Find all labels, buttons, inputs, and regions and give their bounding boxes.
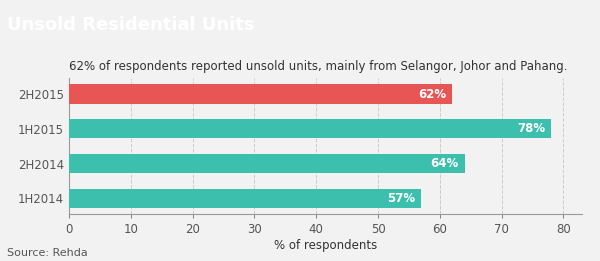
Bar — [69, 154, 464, 173]
Bar — [69, 119, 551, 138]
Text: Source: Rehda: Source: Rehda — [7, 248, 88, 258]
Text: Unsold Residential Units: Unsold Residential Units — [7, 16, 254, 34]
Text: 78%: 78% — [517, 122, 545, 135]
Text: 64%: 64% — [430, 157, 458, 170]
Text: 57%: 57% — [387, 192, 415, 205]
Bar — [69, 189, 421, 208]
Text: 62% of respondents reported unsold units, mainly from Selangor, Johor and Pahang: 62% of respondents reported unsold units… — [69, 60, 568, 73]
Bar — [69, 85, 452, 104]
X-axis label: % of respondents: % of respondents — [274, 239, 377, 252]
Text: 62%: 62% — [418, 87, 446, 100]
